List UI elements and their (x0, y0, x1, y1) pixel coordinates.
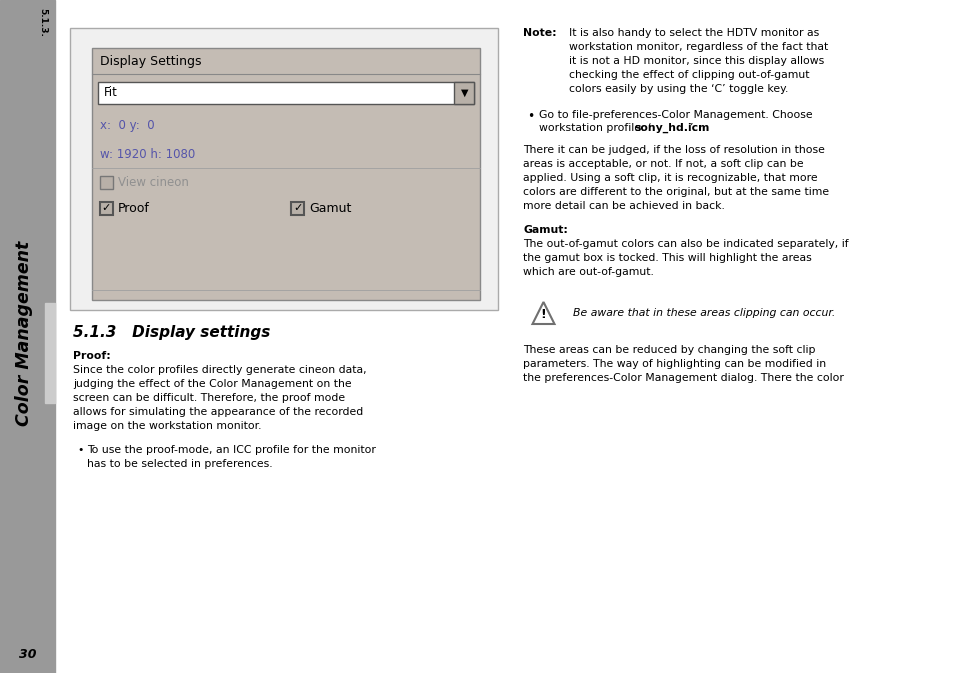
Text: Note:: Note: (523, 28, 557, 38)
Text: Fit: Fit (104, 87, 118, 100)
Text: 5.1.3.: 5.1.3. (38, 8, 47, 37)
Text: Since the color profiles directly generate cineon data,
judging the effect of th: Since the color profiles directly genera… (73, 365, 366, 431)
Bar (0, 0, 55, 673)
Text: x:  0 y:  0: x: 0 y: 0 (100, 120, 154, 133)
Text: w: 1920 h: 1080: w: 1920 h: 1080 (100, 147, 195, 160)
Text: Gamut:: Gamut: (523, 225, 568, 235)
Text: The out-of-gamut colors can also be indicated separately, if
the gamut box is to: The out-of-gamut colors can also be indi… (523, 239, 848, 277)
Text: 30: 30 (19, 649, 36, 662)
Text: View cineon: View cineon (118, 176, 189, 188)
Bar (291, 201, 304, 215)
Text: Be aware that in these areas clipping can occur.: Be aware that in these areas clipping ca… (573, 308, 835, 318)
Text: !: ! (540, 308, 546, 320)
Bar (100, 176, 112, 188)
Bar (100, 201, 112, 215)
Bar (45, 303, 55, 403)
Text: Display Settings: Display Settings (100, 55, 201, 67)
Text: It is also handy to select the HDTV monitor as
workstation monitor, regardless o: It is also handy to select the HDTV moni… (569, 28, 828, 94)
Text: Go to file-preferences-Color Management. Choose: Go to file-preferences-Color Management.… (539, 110, 812, 120)
Text: ✓: ✓ (293, 203, 302, 213)
Text: Proof:: Proof: (73, 351, 111, 361)
Text: 5.1.3   Display settings: 5.1.3 Display settings (73, 325, 270, 340)
Text: Gamut: Gamut (309, 201, 352, 215)
Text: ’.: ’. (689, 123, 696, 133)
Bar (98, 82, 474, 104)
Text: These areas can be reduced by changing the soft clip
parameters. The way of high: These areas can be reduced by changing t… (523, 345, 843, 383)
Text: To use the proof-mode, an ICC profile for the monitor
has to be selected in pref: To use the proof-mode, an ICC profile fo… (87, 445, 375, 469)
Text: sony_hd.icm: sony_hd.icm (634, 123, 709, 133)
Text: ▼: ▼ (460, 88, 468, 98)
Text: •: • (77, 445, 83, 455)
Bar (454, 82, 474, 104)
Bar (70, 28, 498, 310)
Text: Color Management: Color Management (15, 240, 33, 425)
Text: ✓: ✓ (102, 203, 112, 213)
Bar (91, 48, 480, 300)
Text: There it can be judged, if the loss of resolution in those
areas is acceptable, : There it can be judged, if the loss of r… (523, 145, 829, 211)
Text: Proof: Proof (118, 201, 150, 215)
Text: •: • (527, 110, 535, 123)
Text: workstation profile: ‘: workstation profile: ‘ (539, 123, 651, 133)
